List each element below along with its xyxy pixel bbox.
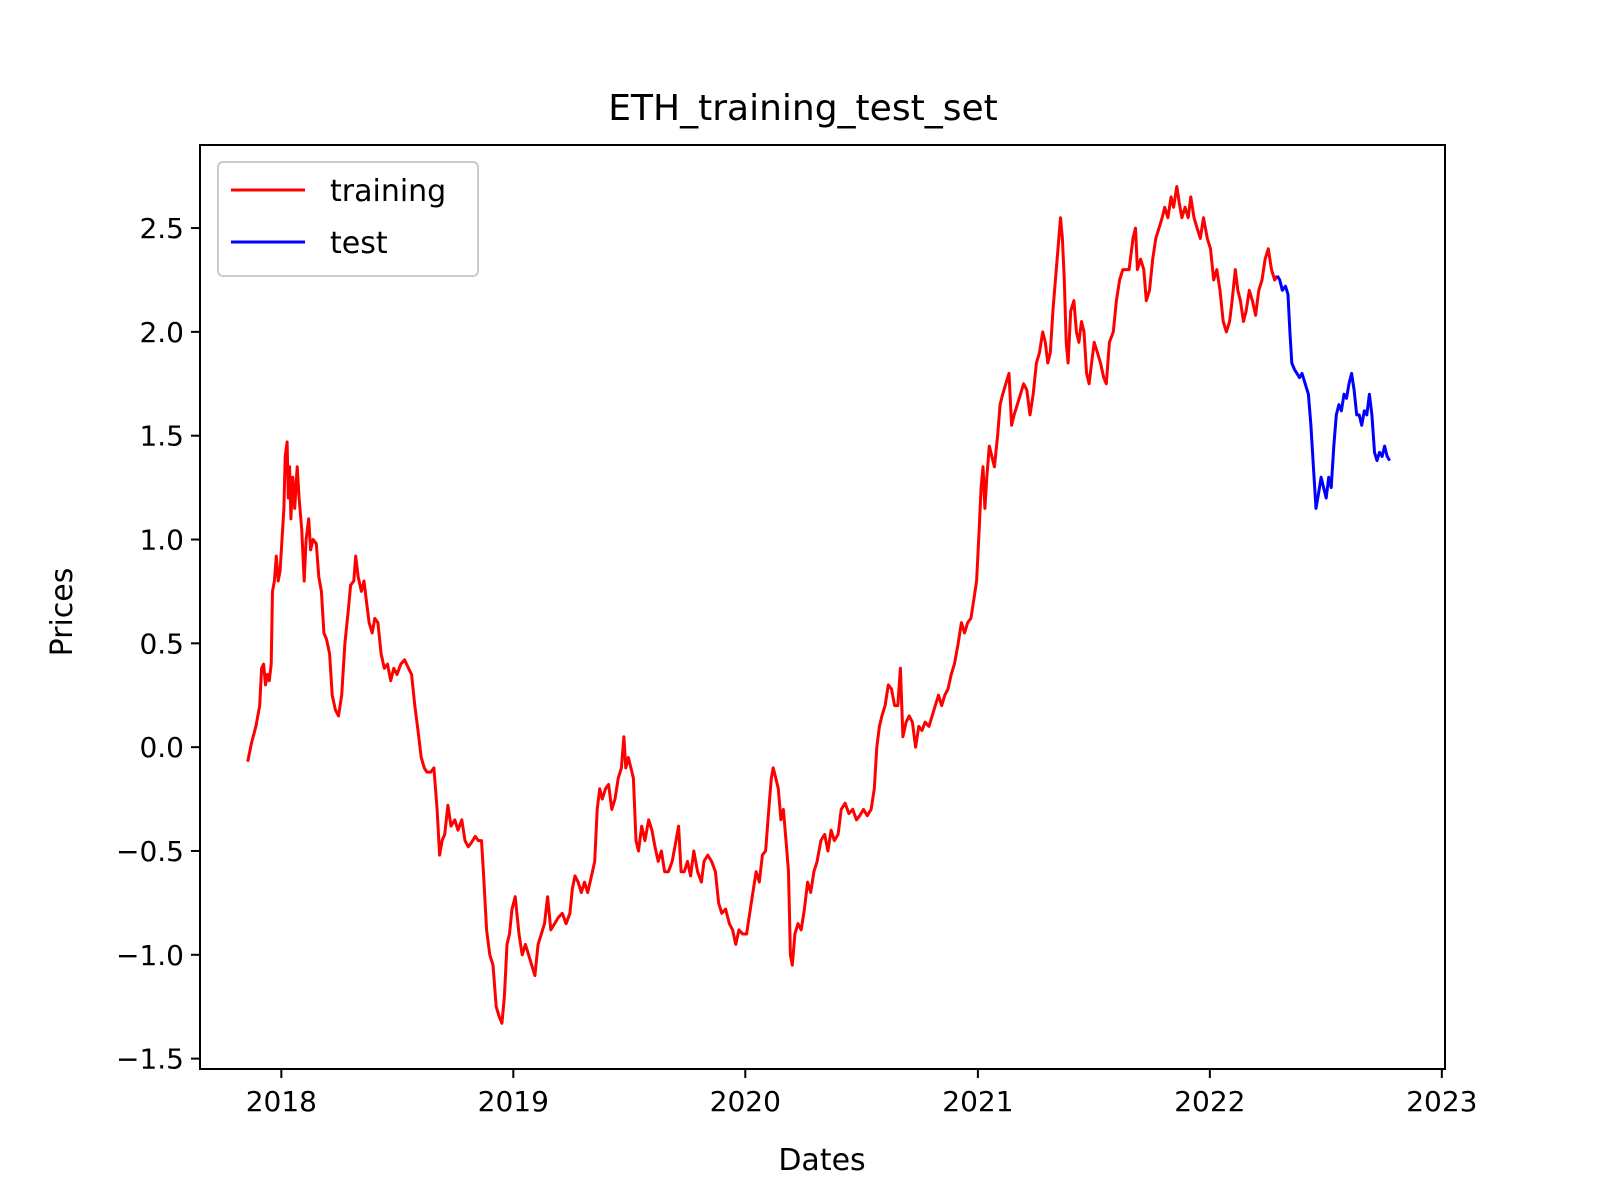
x-tick-label: 2022 <box>1174 1085 1245 1118</box>
y-tick-label: 1.0 <box>139 524 184 557</box>
y-tick-label: 0.0 <box>139 731 184 764</box>
y-tick-label: 2.0 <box>139 316 184 349</box>
x-tick-label: 2018 <box>246 1085 317 1118</box>
legend-test-label: test <box>330 226 388 261</box>
series-line-test <box>1275 275 1391 510</box>
x-tick-label: 2020 <box>710 1085 781 1118</box>
y-tick-label: 2.5 <box>139 212 184 245</box>
y-tick-label: −1.5 <box>116 1043 184 1076</box>
x-tick-label: 2021 <box>942 1085 1013 1118</box>
y-tick-label: 0.5 <box>139 627 184 660</box>
x-axis-label: Dates <box>778 1143 865 1178</box>
y-tick-label: −1.0 <box>116 939 184 972</box>
series-line-training <box>246 185 1279 1025</box>
x-tick-label: 2019 <box>478 1085 549 1118</box>
chart-title: ETH_training_test_set <box>608 88 997 129</box>
y-tick-label: −0.5 <box>116 835 184 868</box>
y-axis-label: Prices <box>45 568 80 657</box>
axis-ticks: 2018 2019 2020 2021 2022 2023 −1.5 −1.0 −0.5 0.0 0… <box>116 212 1477 1118</box>
series-lines <box>246 185 1391 1025</box>
y-tick-label: 1.5 <box>139 420 184 453</box>
x-tick-label: 2023 <box>1406 1085 1477 1118</box>
plot-frame <box>199 144 1446 1070</box>
legend-training-label: training <box>330 174 446 209</box>
legend: training test <box>217 161 479 277</box>
